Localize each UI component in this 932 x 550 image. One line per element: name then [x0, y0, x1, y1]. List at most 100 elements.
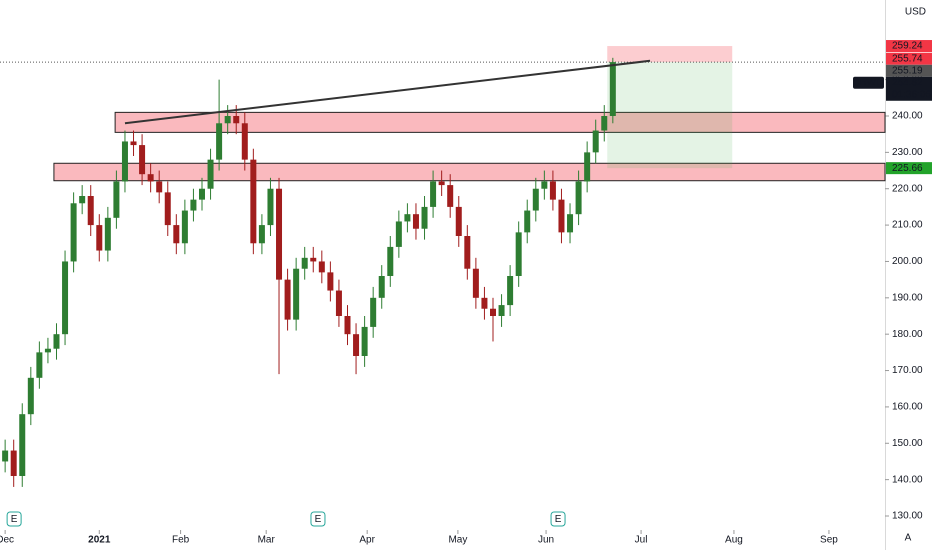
candle-body: [96, 225, 103, 251]
candle-body: [318, 261, 325, 273]
candle-body: [301, 257, 308, 269]
y-tick-label: 130.00: [892, 511, 923, 522]
candle-body: [344, 316, 351, 335]
scale-mode[interactable]: A: [905, 533, 912, 544]
y-tick-label: 240.00: [892, 111, 923, 122]
candle-body: [515, 232, 522, 276]
candle-body: [498, 305, 505, 316]
candle-body: [353, 334, 360, 356]
candle-body: [207, 159, 214, 189]
y-tick-label: 230.00: [892, 147, 923, 158]
price-label-box: [886, 52, 932, 65]
candle-body: [19, 414, 26, 476]
candle-body: [190, 199, 197, 211]
currency: USD: [905, 7, 926, 18]
y-tick-label: 170.00: [892, 365, 923, 376]
earnings-marker: [310, 511, 326, 527]
countdown-box: [886, 76, 932, 101]
earnings-marker: [550, 511, 566, 527]
candle-body: [156, 181, 163, 193]
candle-body: [567, 214, 574, 233]
candle-body: [130, 141, 137, 146]
price-label-box: [886, 64, 932, 77]
y-tick-label: 180.00: [892, 329, 923, 340]
candle-body: [524, 210, 531, 233]
candle-body: [455, 206, 462, 236]
symbol: CRWD: [853, 77, 884, 88]
symbol-box: [853, 76, 884, 89]
candle-body: [79, 196, 86, 204]
candle-body: [250, 159, 257, 244]
candle-body: [113, 181, 120, 218]
price-label-box: [886, 40, 932, 53]
earnings-marker: [6, 511, 22, 527]
y-tick-label: 220.00: [892, 183, 923, 194]
candle-body: [464, 236, 471, 269]
x-tick-label: Jun: [538, 535, 554, 546]
y-tick-label: 150.00: [892, 438, 923, 449]
candle-body: [472, 268, 479, 298]
y-tick-label: 210.00: [892, 220, 923, 231]
earnings-label: E: [555, 514, 562, 525]
x-tick-label: Aug: [725, 535, 743, 546]
candle-body: [541, 181, 548, 189]
x-tick-label: Jul: [635, 535, 648, 546]
candle-body: [36, 352, 43, 378]
candle-body: [104, 217, 111, 251]
y-tick-label: 160.00: [892, 402, 923, 413]
x-tick-label: Sep: [820, 535, 838, 546]
trendline: [124, 59, 651, 125]
candle-body: [438, 181, 445, 186]
candle-body: [532, 188, 539, 211]
candle-body: [267, 188, 274, 226]
candle-body: [258, 225, 265, 244]
candle-body: [70, 203, 77, 262]
candle-body: [395, 221, 402, 247]
candle-body: [335, 290, 342, 316]
candle-body: [224, 116, 231, 124]
y-tick-label: 200.00: [892, 256, 923, 267]
price-label: 254.82: [892, 77, 923, 88]
x-tick-label: Dec: [0, 535, 14, 546]
y-tick-label: 190.00: [892, 292, 923, 303]
price-label: 225.66: [892, 163, 923, 174]
candle-body: [181, 210, 188, 244]
x-tick-label: Mar: [258, 535, 276, 546]
candle-body: [173, 225, 180, 244]
candle-body: [139, 145, 146, 175]
price-label: 259.24: [892, 41, 923, 52]
candle-body: [609, 62, 616, 116]
candle-body: [404, 214, 411, 222]
candle-body: [310, 257, 317, 262]
x-tick-label: Feb: [172, 535, 190, 546]
candle-body: [216, 123, 223, 160]
candle-body: [44, 348, 51, 353]
candle-body: [241, 123, 248, 160]
candle-body: [53, 334, 60, 349]
price-label: 255.74: [892, 53, 923, 64]
candle-body: [361, 326, 368, 356]
stop-zone: [607, 46, 733, 63]
candle-body: [601, 116, 608, 131]
countdown: 01:36:06: [892, 89, 931, 100]
candle-body: [387, 246, 394, 276]
zone: [114, 111, 886, 133]
candle-body: [378, 276, 385, 298]
candle-body: [575, 181, 582, 215]
candle-body: [10, 450, 17, 476]
candle-body: [276, 188, 283, 280]
price-label: 255.19: [892, 65, 923, 76]
candle-body: [558, 199, 565, 233]
candle-body: [121, 141, 128, 182]
candle-body: [481, 297, 488, 309]
candle-body: [447, 185, 454, 207]
candle-body: [430, 181, 437, 207]
candle-body: [164, 192, 171, 226]
candle-body: [147, 174, 154, 182]
candle-body: [412, 214, 419, 229]
candle-body: [549, 181, 556, 200]
target-zone: [607, 62, 733, 169]
earnings-label: E: [315, 514, 322, 525]
x-tick-label: 2021: [88, 535, 111, 546]
